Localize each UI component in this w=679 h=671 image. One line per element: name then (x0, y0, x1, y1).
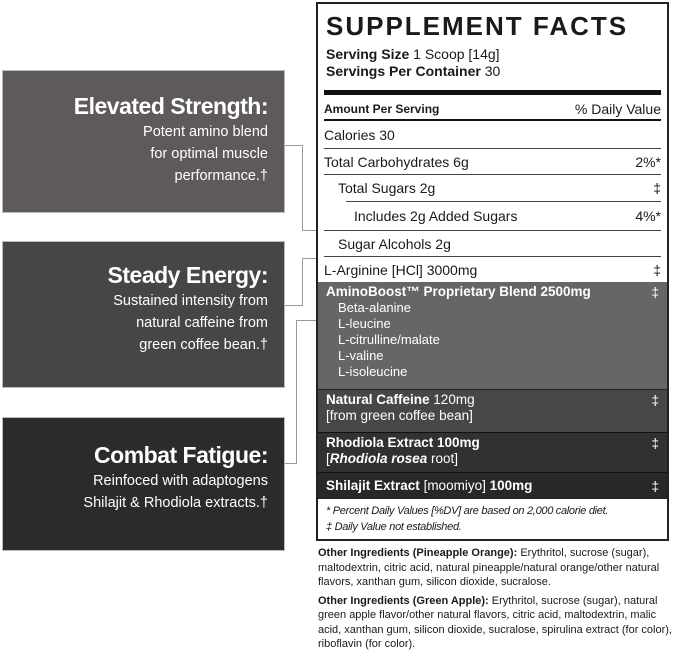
nutrient-row: Total Carbohydrates 6g 2%* (324, 153, 661, 170)
divider-thick (324, 90, 661, 95)
blend-block: AminoBoost™ Proprietary Blend 2500mg ‡ Be… (318, 282, 667, 389)
panel-text: Sustained intensity from (113, 293, 268, 309)
supplement-facts-label: SUPPLEMENT FACTS Serving Size 1 Scoop [1… (316, 2, 669, 541)
panel-text: for optimal muscle (150, 146, 268, 162)
connector-line (297, 320, 316, 321)
panel-text: Shilajit & Rhodiola extracts.† (83, 495, 268, 511)
panel-text: Potent amino blend (143, 124, 268, 140)
panel-title: Steady Energy: (107, 262, 269, 288)
connector-line (285, 145, 303, 231)
panel-text: natural caffeine from (136, 315, 268, 331)
footnotes: * Percent Daily Values [%DV] are based o… (326, 505, 609, 533)
nutrient-row: Calories 30 (324, 127, 395, 143)
panel-text: green coffee bean.† (139, 337, 268, 353)
connector-line (303, 258, 316, 259)
header-row: Amount Per Serving% Daily Value (324, 101, 661, 117)
nutrient-row: Total Sugars 2g ‡ (338, 180, 661, 196)
panel-title: Elevated Strength: (73, 93, 269, 119)
connector-line (285, 258, 303, 306)
serving-size: Serving Size 1 Scoop [14g] (326, 46, 500, 62)
panel-steady-energy: Steady Energy: Sustained intensity from … (2, 241, 285, 388)
nutrient-row: Sugar Alcohols 2g (338, 235, 451, 252)
label-title: SUPPLEMENT FACTS (326, 11, 629, 41)
rhodiola-block: Rhodiola Extract 100mg ‡ [Rhodiola rosea … (318, 432, 667, 472)
shilajit-block: Shilajit Extract [moomiyo] 100mg ‡ (318, 472, 667, 499)
servings-per-container: Servings Per Container 30 (326, 63, 501, 79)
panel-text: Reinfoced with adaptogens (93, 473, 268, 489)
connector-line (303, 230, 316, 231)
other-ingredients-green-apple: Other Ingredients (Green Apple): Erythri… (318, 594, 672, 651)
nutrient-row: L-Arginine [HCl] 3000mg ‡ (324, 261, 661, 278)
other-ingredients: Other Ingredients (Pineapple Orange): Er… (318, 546, 678, 656)
panel-title: Combat Fatigue: (94, 442, 268, 468)
panel-elevated-strength: Elevated Strength: Potent amino blend fo… (2, 70, 285, 213)
caffeine-block: Natural Caffeine 120mg ‡ [from green coff… (318, 389, 667, 432)
nutrient-row: Includes 2g Added Sugars 4%* (354, 208, 661, 224)
other-ingredients-pineapple-orange: Other Ingredients (Pineapple Orange): Er… (318, 547, 660, 588)
panel-text: performance.† (174, 168, 269, 184)
connector-line (285, 320, 297, 464)
panel-combat-fatigue: Combat Fatigue: Reinfoced with adaptogen… (2, 417, 285, 551)
